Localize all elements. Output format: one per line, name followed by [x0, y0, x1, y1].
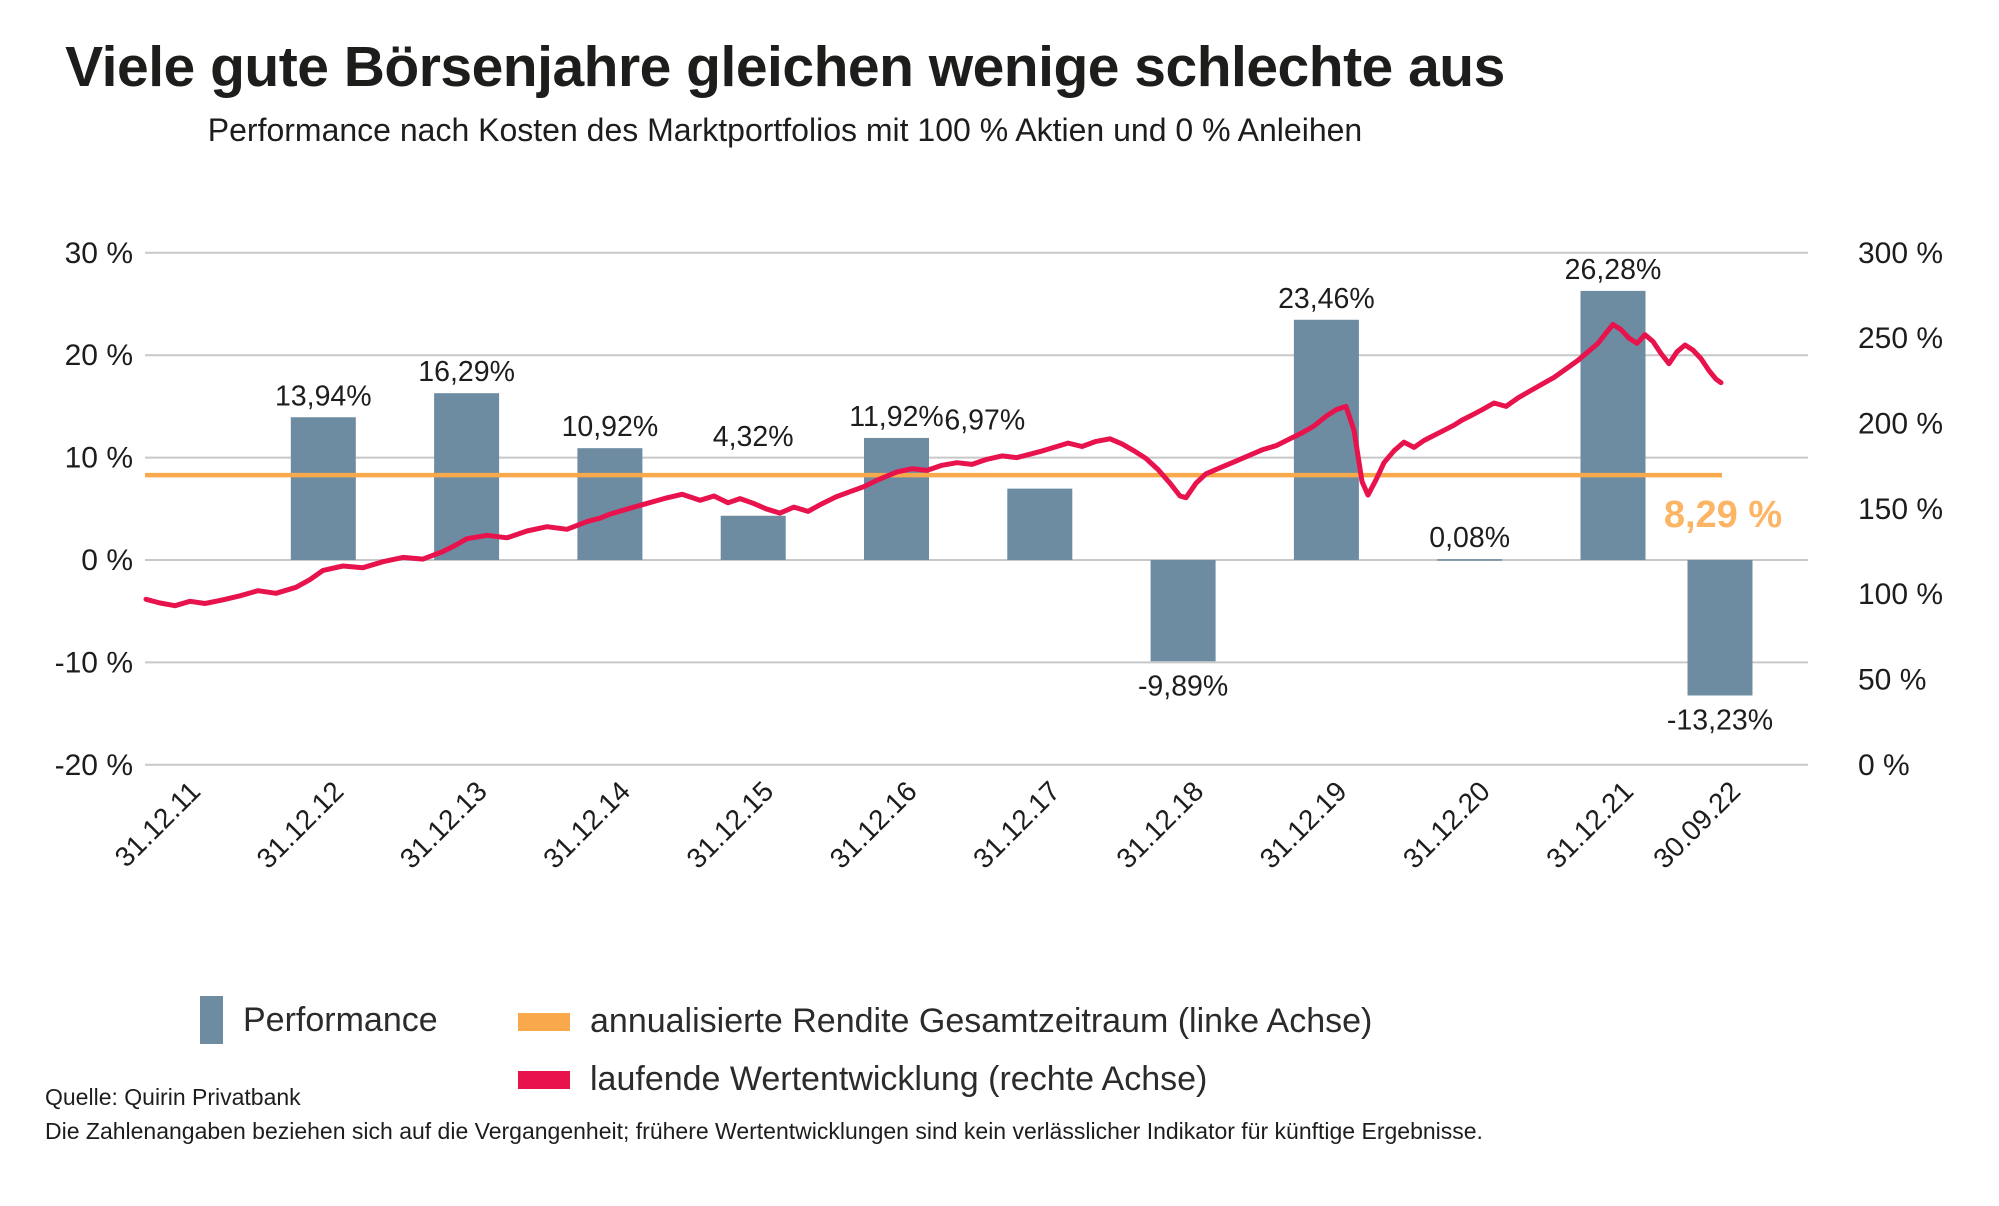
legend-item-running-performance: laufende Wertentwicklung (rechte Achse): [518, 1060, 1207, 1099]
x-axis-date-label: 31.12.12: [251, 775, 350, 874]
chart-title: Viele gute Börsenjahre gleichen wenige s…: [65, 35, 1505, 99]
performance-bar: [1150, 560, 1216, 662]
bar-value-label: 26,28%: [1565, 254, 1662, 286]
performance-bar: [1007, 488, 1073, 560]
left-axis-tick-label: -10 %: [55, 646, 133, 679]
performance-bar: [1687, 560, 1753, 696]
source-note: Quelle: Quirin Privatbank: [45, 1084, 301, 1110]
right-axis-tick-label: 50 %: [1858, 663, 1926, 696]
x-axis-date-label: 31.12.16: [824, 775, 923, 874]
x-axis-date-label: 31.12.19: [1254, 775, 1353, 874]
performance-bar: [577, 448, 643, 560]
legend-item-annualized-return: annualisierte Rendite Gesamtzeitraum (li…: [518, 1002, 1372, 1041]
left-axis-tick-label: 20 %: [65, 339, 133, 372]
legend-label-annualized-return: annualisierte Rendite Gesamtzeitraum (li…: [590, 1002, 1373, 1040]
performance-bar: [1580, 290, 1646, 560]
x-axis-date-label: 31.12.21: [1540, 775, 1639, 874]
left-axis-tick-label: -20 %: [55, 749, 133, 782]
annualized-return-value-label: 8,29 %: [1664, 494, 1782, 536]
bar-value-label: 10,92%: [562, 411, 659, 443]
bar-value-label: 16,29%: [418, 356, 515, 388]
legend-label-performance: Performance: [243, 1000, 438, 1039]
running-performance-line: [143, 322, 1724, 609]
x-axis-date-label: 31.12.14: [537, 775, 636, 874]
legend-label-running-performance: laufende Wertentwicklung (rechte Achse): [590, 1060, 1208, 1098]
running-performance-line-swatch-icon: [518, 1070, 570, 1089]
bar-value-label: -13,23%: [1667, 704, 1773, 736]
left-axis-tick-label: 30 %: [65, 237, 133, 270]
performance-bar: [290, 417, 356, 560]
chart-subtitle: Performance nach Kosten des Marktportfol…: [207, 112, 1363, 148]
bar-value-label: 0,08%: [1429, 522, 1510, 554]
disclaimer-note: Die Zahlenangaben beziehen sich auf die …: [45, 1118, 1483, 1144]
bar-value-label: 4,32%: [713, 421, 794, 453]
performance-bar: [720, 515, 786, 560]
right-axis-tick-label: 100 %: [1858, 578, 1943, 611]
x-axis-date-label: 31.12.11: [109, 775, 207, 873]
annualized-return-line-swatch-icon: [518, 1012, 570, 1031]
right-axis-tick-label: 150 %: [1858, 493, 1943, 526]
performance-bar-swatch-icon: [200, 996, 223, 1044]
left-axis-tick-label: 0 %: [81, 544, 133, 577]
bar-value-label: -9,89%: [1138, 670, 1228, 702]
bar-value-label: 11,92%: [849, 401, 944, 433]
bar-value-label: 13,94%: [275, 380, 372, 412]
left-axis-tick-label: 10 %: [65, 442, 133, 475]
performance-bar: [864, 437, 929, 560]
x-axis-date-label: 30.09.22: [1647, 775, 1746, 874]
x-axis-date-label: 31.12.18: [1110, 775, 1209, 874]
x-axis-date-label: 31.12.17: [967, 775, 1066, 874]
chart-canvas: 30 % 20 % 10 % 0 % -10 % -20 % 300 % 250 % 200 %…: [55, 237, 1943, 875]
right-axis-tick-label: 0 %: [1858, 749, 1910, 782]
performance-bar: [1437, 559, 1503, 561]
bar-value-label: 23,46%: [1278, 283, 1375, 315]
bar-value-label: 6,97%: [944, 405, 1025, 437]
legend-item-performance: Performance: [200, 996, 438, 1044]
right-axis-tick-label: 300 %: [1858, 237, 1943, 270]
x-axis-date-label: 31.12.20: [1397, 775, 1496, 874]
right-axis-tick-label: 250 %: [1858, 322, 1943, 355]
right-axis-tick-label: 200 %: [1858, 407, 1943, 440]
performance-bar: [1293, 319, 1359, 560]
x-axis-date-label: 31.12.15: [680, 775, 779, 874]
x-axis-date-label: 31.12.13: [394, 775, 493, 874]
